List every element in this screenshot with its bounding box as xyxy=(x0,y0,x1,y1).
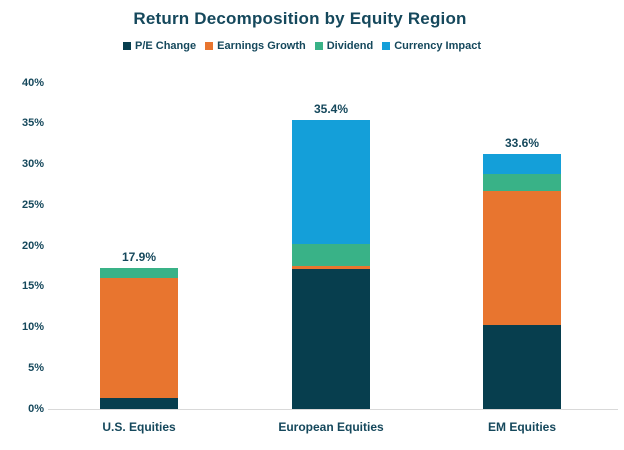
bar-segment-european-equities-p-e-change xyxy=(292,269,370,409)
legend-label: Earnings Growth xyxy=(217,40,306,52)
legend-label: P/E Change xyxy=(134,40,197,52)
y-axis-tick-label: 40% xyxy=(21,77,44,89)
legend-item-p-e-change: P/E Change xyxy=(122,40,197,52)
legend-item-currency-impact: Currency Impact xyxy=(382,40,481,52)
chart-legend: P/E Change Earnings Growth Dividend Currenc… xyxy=(0,40,604,52)
legend-item-earnings-growth: Earnings Growth xyxy=(205,40,306,52)
bar-segment-em-equities-dividend xyxy=(483,174,561,191)
y-axis-tick-label: 35% xyxy=(21,117,44,129)
legend-item-dividend: Dividend xyxy=(314,40,374,52)
bar-total-label: 17.9% xyxy=(121,250,157,264)
bar-segment-european-equities-dividend xyxy=(292,244,370,266)
bar-segment-u-s-equities-earnings-growth xyxy=(100,278,178,398)
bar-segment-european-equities-currency-impact xyxy=(292,120,370,244)
y-axis-tick-label: 20% xyxy=(21,240,44,252)
bar-total-label: 33.6% xyxy=(504,136,540,150)
x-axis-category-label: U.S. Equities xyxy=(102,420,176,434)
bar-segment-em-equities-p-e-change xyxy=(483,325,561,409)
x-axis-category-label: EM Equities xyxy=(487,420,556,434)
bar-segment-european-equities-earnings-growth xyxy=(292,266,370,269)
legend-label: Dividend xyxy=(326,40,374,52)
bar-segment-em-equities-earnings-growth xyxy=(483,191,561,325)
bar-total-label: 35.4% xyxy=(313,102,349,116)
dividend-swatch-icon xyxy=(314,42,323,50)
bar-segment-u-s-equities-dividend xyxy=(100,268,178,278)
p-e-change-swatch-icon xyxy=(122,42,131,50)
y-axis-tick-label: 10% xyxy=(21,321,44,333)
y-axis-tick-label: 30% xyxy=(21,158,44,170)
y-axis-tick-label: 25% xyxy=(21,199,44,211)
x-axis-line xyxy=(48,409,618,410)
x-axis-category-label: European Equities xyxy=(278,420,384,434)
bar-segment-em-equities-currency-impact xyxy=(483,154,561,174)
y-axis-tick-label: 5% xyxy=(28,362,44,374)
earnings-growth-swatch-icon xyxy=(205,42,214,50)
bar-segment-u-s-equities-p-e-change xyxy=(100,398,178,409)
chart-title: Return Decomposition by Equity Region xyxy=(133,9,467,28)
legend-label: Currency Impact xyxy=(394,40,481,52)
y-axis-tick-label: 0% xyxy=(28,403,44,415)
y-axis-tick-label: 15% xyxy=(21,280,44,292)
currency-impact-swatch-icon xyxy=(382,42,391,50)
